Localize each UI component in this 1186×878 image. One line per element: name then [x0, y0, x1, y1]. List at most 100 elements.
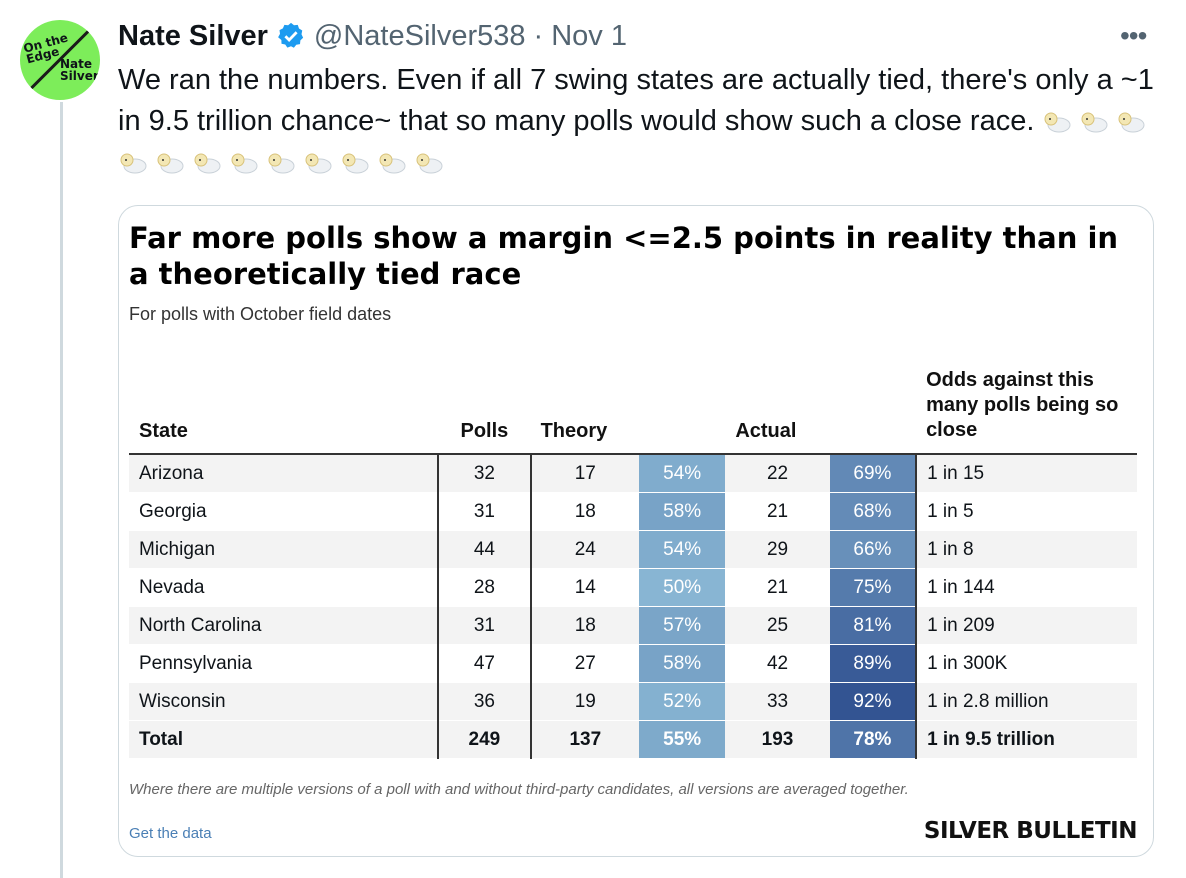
cell-theory: 19 [529, 682, 639, 721]
cell-actual-pct: 78% [829, 720, 917, 759]
sheep-icon [1044, 112, 1071, 133]
cell-state: Wisconsin [129, 682, 439, 721]
cell-theory-pct: 58% [639, 644, 726, 683]
cell-state: Michigan [129, 530, 439, 569]
chart-footnote: Where there are multiple versions of a p… [129, 781, 909, 798]
cell-actual: 29 [725, 530, 830, 569]
cell-actual-pct: 92% [829, 682, 917, 721]
cell-state: Pennsylvania [129, 644, 439, 683]
table-row: Georgia 31 18 58% 21 68% 1 in 5 [129, 492, 1137, 531]
avatar-text-bottom: Nate Silver [60, 57, 99, 83]
sheep-icon [305, 153, 332, 174]
table-row: Arizona 32 17 54% 22 69% 1 in 15 [129, 454, 1137, 493]
cell-actual-pct: 75% [829, 568, 917, 607]
cell-theory-pct: 54% [639, 530, 726, 569]
brand-logo: SILVER BULLETIN [923, 818, 1138, 844]
cell-odds: 1 in 2.8 million [915, 682, 1137, 721]
get-data-link[interactable]: Get the data [129, 825, 212, 842]
cell-polls: 28 [437, 568, 531, 607]
sheep-icon [268, 153, 295, 174]
cell-actual-pct: 66% [829, 530, 917, 569]
cell-state: Georgia [129, 492, 439, 531]
cell-polls: 31 [437, 606, 531, 645]
cell-odds: 1 in 8 [915, 530, 1137, 569]
cell-theory-pct: 52% [639, 682, 726, 721]
col-header-theory: Theory [530, 361, 639, 455]
cell-odds: 1 in 5 [915, 492, 1137, 531]
cell-theory-pct: 55% [639, 720, 726, 759]
cell-odds: 1 in 300K [915, 644, 1137, 683]
cell-polls: 249 [437, 720, 531, 759]
col-header-theory-pct [639, 361, 726, 455]
cell-state: Arizona [129, 454, 439, 493]
sheep-icon [157, 153, 184, 174]
cell-actual: 22 [725, 454, 830, 493]
col-header-actual: Actual [725, 361, 830, 455]
cell-theory: 137 [529, 720, 639, 759]
sheep-icon [379, 153, 406, 174]
cell-polls: 32 [437, 454, 531, 493]
cell-odds: 1 in 15 [915, 454, 1137, 493]
verified-badge-icon [278, 22, 304, 48]
sheep-icon [231, 153, 258, 174]
cell-actual-pct: 68% [829, 492, 917, 531]
chart-card[interactable]: Far more polls show a margin <=2.5 point… [118, 205, 1154, 857]
cell-polls: 44 [437, 530, 531, 569]
author-name[interactable]: Nate Silver [118, 19, 268, 52]
sheep-icon [342, 153, 369, 174]
cell-theory-pct: 58% [639, 492, 726, 531]
table-row: Nevada 28 14 50% 21 75% 1 in 144 [129, 568, 1137, 607]
cell-theory-pct: 57% [639, 606, 726, 645]
thread-line [60, 102, 63, 878]
col-header-polls: Polls [438, 361, 531, 455]
sheep-icon [1081, 112, 1108, 133]
cell-state: North Carolina [129, 606, 439, 645]
table-row: Pennsylvania 47 27 58% 42 89% 1 in 300K [129, 644, 1137, 683]
sheep-icon [416, 153, 443, 174]
cell-actual-pct: 69% [829, 454, 917, 493]
table-header-row: State Polls Theory Actual Odds against t… [129, 361, 1137, 455]
sheep-icon [194, 153, 221, 174]
cell-theory-pct: 54% [639, 454, 726, 493]
avatar[interactable]: On the Edge Nate Silver [20, 20, 100, 100]
emoji-row [118, 105, 1153, 178]
table-row: Michigan 44 24 54% 29 66% 1 in 8 [129, 530, 1137, 569]
cell-theory: 24 [529, 530, 639, 569]
cell-theory: 18 [529, 492, 639, 531]
cell-theory-pct: 50% [639, 568, 726, 607]
cell-odds: 1 in 144 [915, 568, 1137, 607]
cell-polls: 47 [437, 644, 531, 683]
chart-subtitle: For polls with October field dates [129, 304, 392, 324]
cell-actual: 21 [725, 568, 830, 607]
cell-state: Total [129, 720, 439, 759]
tweet-date[interactable]: Nov 1 [551, 19, 627, 52]
cell-state: Nevada [129, 568, 439, 607]
more-options-icon[interactable]: ••• [1120, 20, 1147, 51]
table-row: North Carolina 31 18 57% 25 81% 1 in 209 [129, 606, 1137, 645]
chart-title: Far more polls show a margin <=2.5 point… [129, 221, 1119, 291]
sheep-icon [1118, 112, 1145, 133]
cell-actual: 21 [725, 492, 830, 531]
tweet-text: We ran the numbers. Even if all 7 swing … [118, 60, 1158, 183]
tweet-body: We ran the numbers. Even if all 7 swing … [118, 64, 1154, 137]
cell-actual-pct: 81% [829, 606, 917, 645]
col-header-actual-pct [829, 361, 917, 455]
cell-polls: 36 [437, 682, 531, 721]
cell-theory: 18 [529, 606, 639, 645]
total-row: Total 249 137 55% 193 78% 1 in 9.5 trillion [129, 720, 1137, 759]
data-table: State Polls Theory Actual Odds against t… [129, 361, 1137, 759]
cell-actual-pct: 89% [829, 644, 917, 683]
cell-theory: 17 [529, 454, 639, 493]
author-handle[interactable]: @NateSilver538 [313, 19, 526, 52]
cell-actual: 33 [725, 682, 830, 721]
col-header-odds: Odds against this many polls being so cl… [916, 361, 1137, 455]
cell-actual: 42 [725, 644, 830, 683]
cell-theory: 14 [529, 568, 639, 607]
header-separator: · [533, 19, 544, 52]
table-row: Wisconsin 36 19 52% 33 92% 1 in 2.8 million [129, 682, 1137, 721]
tweet-header: Nate Silver @NateSilver538 · Nov 1 [118, 18, 627, 54]
cell-odds: 1 in 209 [915, 606, 1137, 645]
cell-actual: 25 [725, 606, 830, 645]
sheep-icon [120, 153, 147, 174]
cell-polls: 31 [437, 492, 531, 531]
